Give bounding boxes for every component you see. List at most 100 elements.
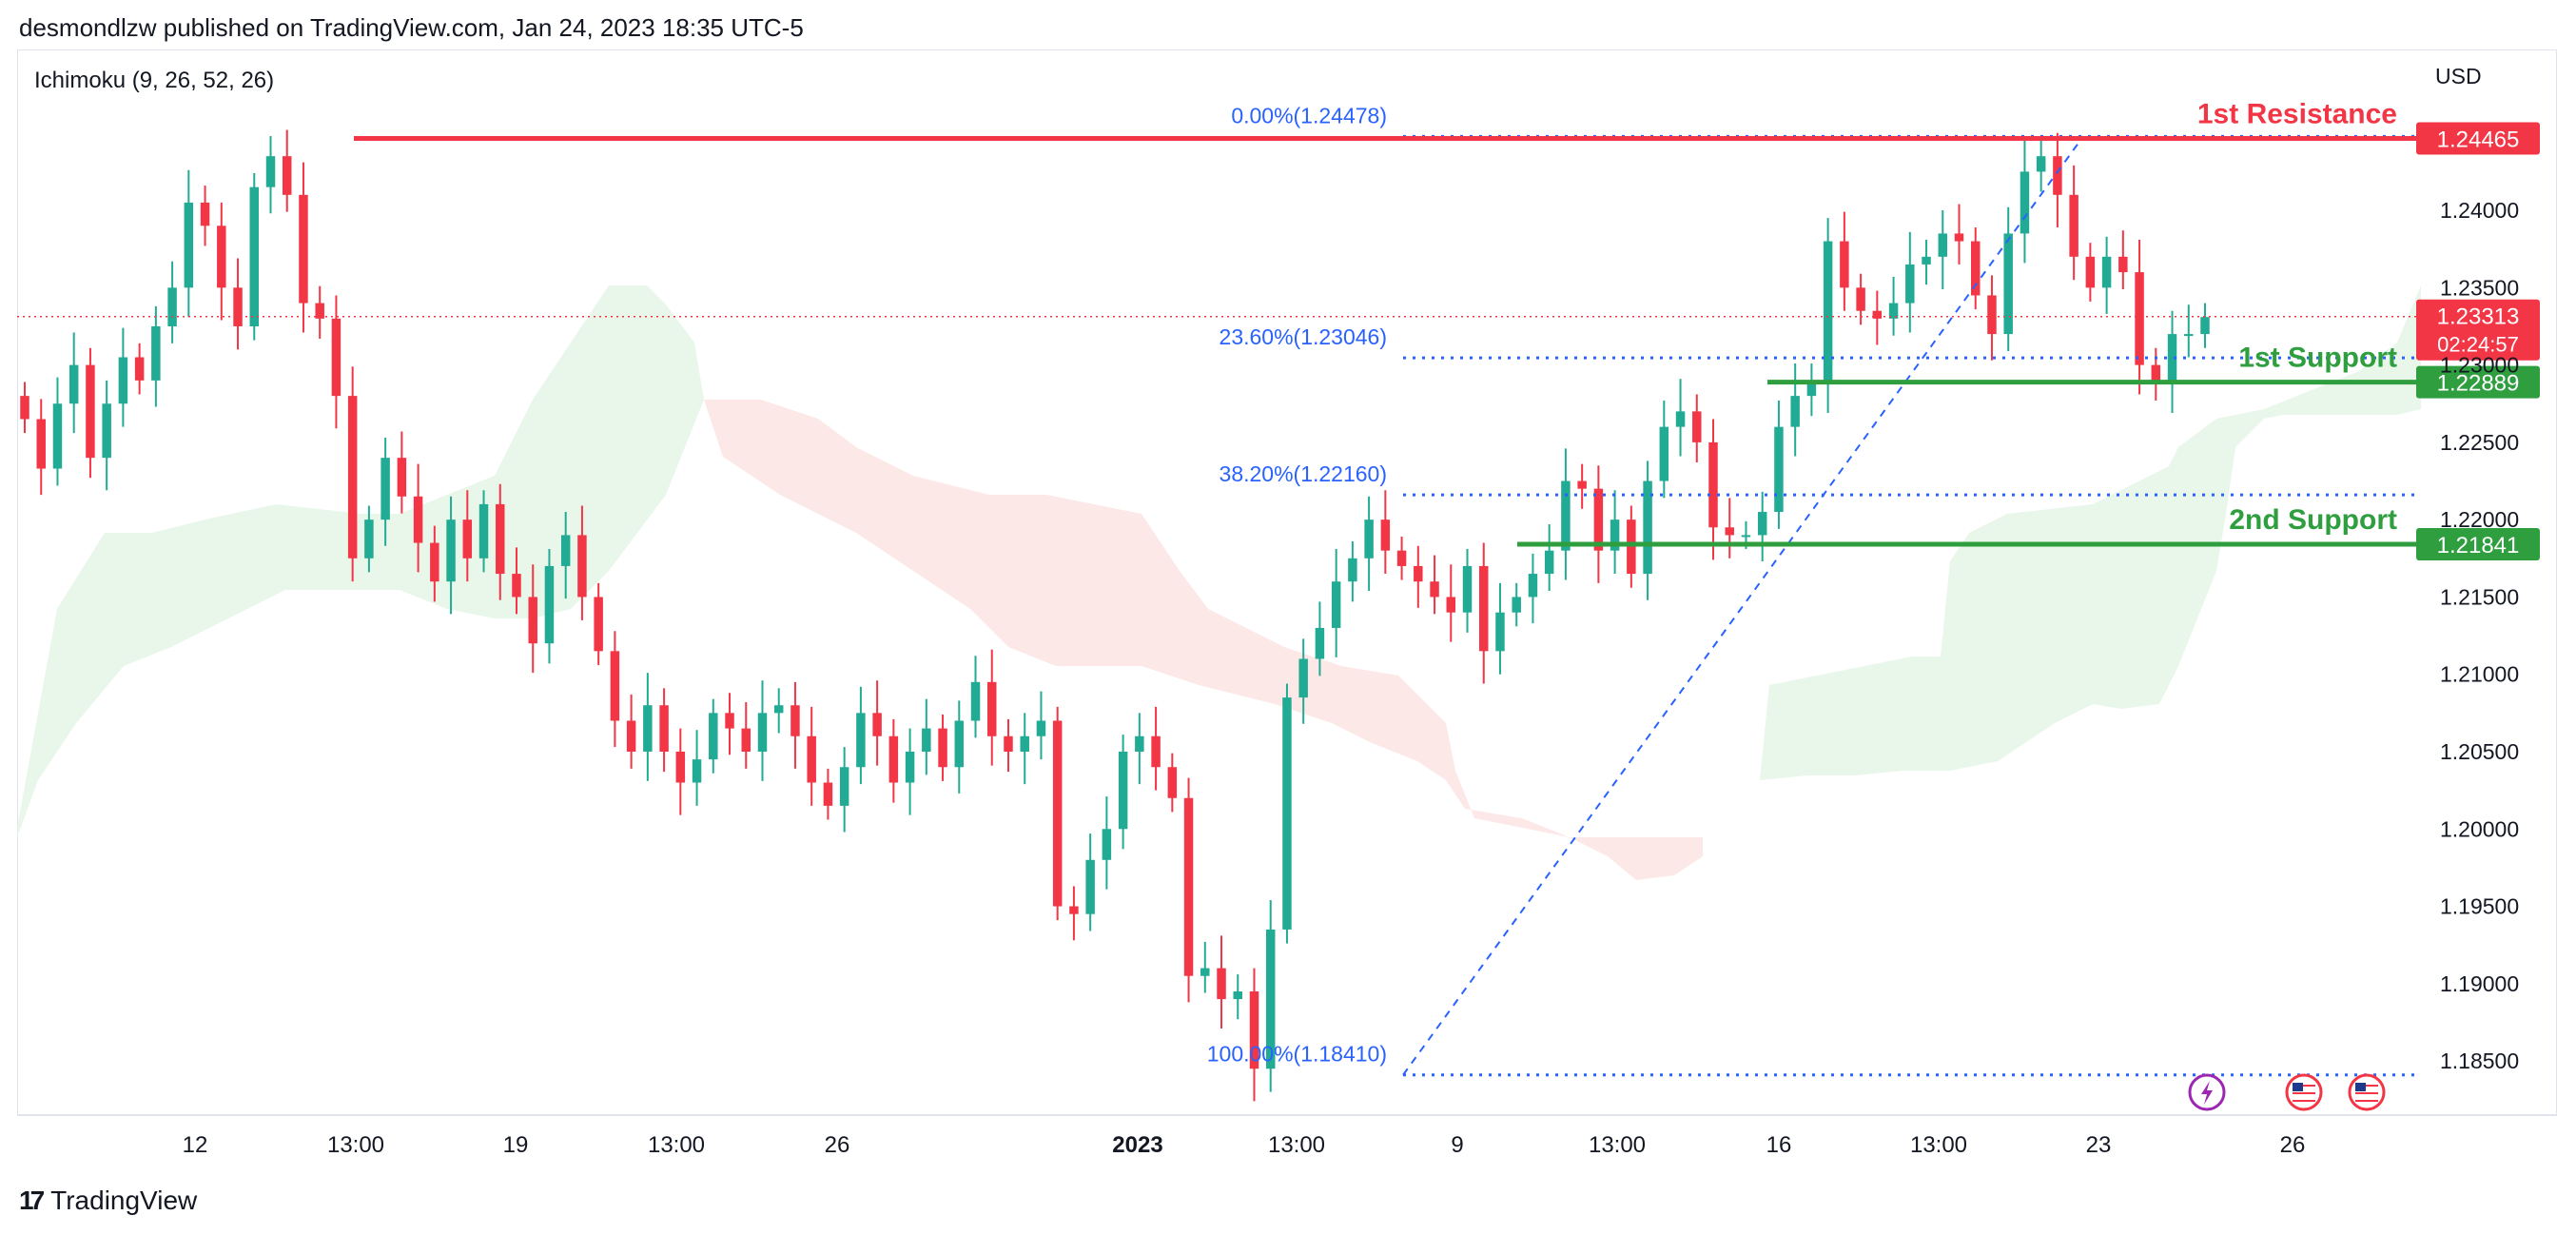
candle-bearish: [1430, 581, 1439, 598]
candle-bearish: [233, 287, 243, 326]
candle-bearish: [134, 357, 145, 381]
candle-bullish: [1020, 735, 1029, 752]
candle-bullish: [1528, 574, 1538, 598]
candle-bullish: [1774, 426, 1784, 513]
x-tick-label: 13:00: [1589, 1132, 1646, 1158]
candle-bearish: [2118, 256, 2128, 273]
candle-bearish: [1970, 241, 1981, 296]
candle-bearish: [2151, 364, 2161, 381]
footer-brand[interactable]: TradingView: [50, 1186, 198, 1215]
candle-bullish: [1757, 512, 1767, 536]
fib-level-label: 38.20%(1.22160): [1220, 461, 1387, 486]
candle-bearish: [1479, 565, 1489, 652]
tradingview-logo-icon[interactable]: 17: [19, 1186, 45, 1215]
lightning-event-icon: [2188, 1073, 2226, 1111]
candle-bullish: [1233, 990, 1242, 1000]
x-tick-label: 19: [503, 1132, 529, 1158]
candle-bearish: [610, 651, 620, 721]
candle-bullish: [446, 519, 456, 582]
candle-bullish: [1085, 859, 1095, 914]
candle-bearish: [2053, 156, 2062, 195]
candle-bullish: [1315, 627, 1325, 659]
price-tag: [2416, 365, 2540, 399]
candle-bearish: [413, 496, 423, 543]
level-name-label: 1st Resistance: [2197, 98, 2397, 129]
cloud-bearish-area: [704, 400, 1703, 880]
candle-bullish: [1888, 303, 1899, 319]
candle-bearish: [217, 225, 226, 288]
candle-bullish: [1905, 264, 1915, 304]
price-tag: [2416, 528, 2540, 561]
candle-bullish: [1118, 751, 1128, 830]
us-flag-event-icon: [2285, 1073, 2323, 1111]
y-tick-label: 1.23000: [2440, 353, 2519, 378]
x-tick-label: 13:00: [1268, 1132, 1325, 1158]
candle-bearish: [1446, 597, 1456, 613]
price-axis: [2416, 299, 2540, 361]
candles: [20, 129, 2210, 1102]
candle-bearish: [594, 597, 603, 652]
y-tick-label: 1.21000: [2440, 662, 2519, 687]
candle-bearish: [430, 542, 439, 582]
candle-bearish: [1692, 411, 1702, 442]
candle-bearish: [987, 681, 997, 736]
candle-bullish: [1135, 735, 1144, 752]
y-tick-label: 1.22000: [2440, 507, 2519, 532]
y-tick-label: 1.24000: [2440, 198, 2519, 223]
x-tick-label: 13:00: [1910, 1132, 1967, 1158]
candle-bearish: [1987, 295, 1997, 335]
candle-bullish: [905, 751, 915, 783]
currency-label: USD: [2435, 64, 2482, 88]
cloud-bullish-area: [17, 285, 704, 837]
candle-bullish: [1823, 241, 1833, 381]
price-tag-label: 1.21841: [2437, 533, 2520, 559]
candle-bullish: [1331, 581, 1341, 628]
candle-bearish: [1396, 550, 1407, 566]
y-tick-label: 1.19500: [2440, 894, 2519, 919]
candle-bullish: [544, 565, 555, 644]
x-tick-label: 23: [2086, 1132, 2112, 1158]
candle-bullish: [643, 705, 653, 752]
candle-bullish: [118, 357, 128, 404]
y-tick-label: 1.20500: [2440, 739, 2519, 764]
candle-bullish: [709, 713, 718, 760]
indicator-title: Ichimoku (9, 26, 52, 26): [34, 68, 274, 93]
candle-bearish: [577, 535, 587, 598]
candle-bullish: [364, 519, 374, 559]
candle-bearish: [1725, 527, 1734, 536]
y-tick-label: 1.21500: [2440, 584, 2519, 609]
price-tag-label: 1.22889: [2437, 371, 2520, 397]
candle-bearish: [659, 705, 669, 752]
candle-bullish: [2036, 156, 2046, 172]
candle-bullish: [856, 713, 866, 768]
candle-bullish: [1102, 829, 1112, 860]
candle-bearish: [299, 194, 308, 304]
candle-bullish: [2003, 233, 2013, 335]
x-tick-label: 2023: [1112, 1132, 1162, 1158]
candle-bullish: [265, 156, 276, 187]
price-tag-label: 1.24465: [2437, 127, 2520, 152]
candle-bearish: [1167, 767, 1178, 798]
candle-bullish: [1610, 519, 1620, 551]
candle-bearish: [741, 728, 751, 752]
candle-bullish: [1659, 426, 1669, 481]
candle-bullish: [2020, 171, 2030, 234]
candlestick-chart[interactable]: 0.00%(1.24478) 23.60%(1.23046) 38.20%(1.22…: [0, 0, 2576, 1180]
x-tick-label: 12: [183, 1132, 208, 1158]
candle-bullish: [1938, 233, 1948, 257]
current-price-tag: [2416, 299, 2540, 361]
candle-bullish: [560, 535, 571, 566]
countdown-label: 02:24:57: [2437, 333, 2519, 357]
candle-bullish: [1495, 612, 1505, 652]
candle-bearish: [1414, 565, 1423, 582]
candle-bearish: [823, 782, 833, 806]
us-flag-event-icon: [2348, 1073, 2386, 1111]
candle-bearish: [200, 202, 210, 226]
candle-bullish: [757, 713, 768, 752]
candle-bearish: [1069, 906, 1079, 914]
x-tick-label: 26: [2280, 1132, 2306, 1158]
cloud-bullish-area: [1760, 285, 2421, 780]
candle-bullish: [1298, 658, 1308, 698]
candle-bullish: [1806, 380, 1817, 397]
candle-bearish: [315, 303, 324, 319]
